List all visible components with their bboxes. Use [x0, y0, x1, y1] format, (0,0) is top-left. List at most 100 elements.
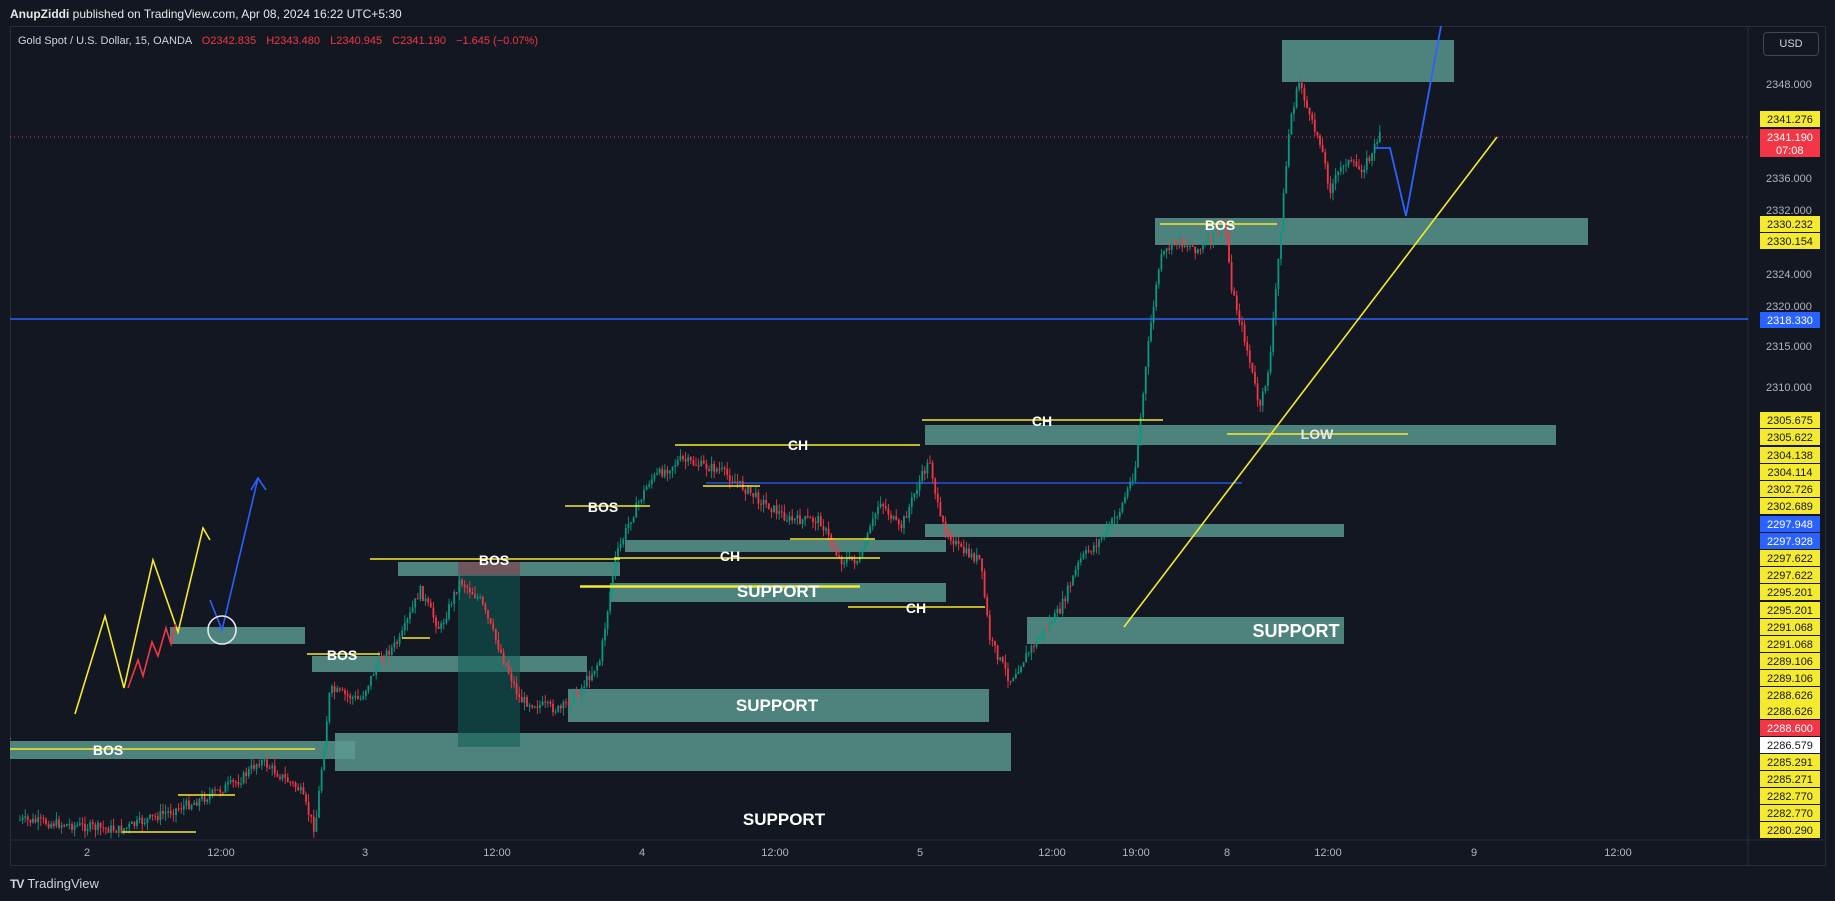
candle-body — [1199, 249, 1202, 251]
candle-body — [229, 779, 232, 783]
candle-body — [604, 628, 606, 641]
candle-body — [1077, 562, 1080, 570]
candle-body — [73, 825, 76, 830]
candle-body — [455, 591, 458, 593]
candle-body — [786, 520, 788, 522]
candle-body — [762, 499, 765, 505]
candle-body — [744, 489, 747, 494]
candle-body — [273, 765, 276, 774]
candle-body — [476, 597, 479, 599]
candle-body — [1321, 144, 1324, 153]
candle-body — [143, 822, 146, 825]
candle-body — [377, 657, 380, 668]
x-tick-label: 4 — [639, 847, 645, 859]
candle-body — [653, 474, 656, 480]
candle-body — [1220, 224, 1223, 235]
candle-body — [487, 610, 489, 619]
candle-body — [908, 506, 911, 518]
price-label-box — [1760, 771, 1820, 787]
candle-body — [320, 769, 323, 791]
candle-body — [1176, 241, 1178, 244]
candle-body — [1196, 249, 1199, 254]
candle-body — [861, 547, 864, 557]
candle-body — [518, 694, 521, 697]
candle-body — [336, 688, 339, 692]
candle-body — [325, 721, 328, 749]
candle-body — [50, 823, 53, 828]
tradingview-logo-icon: TV — [10, 876, 24, 891]
candle-body — [617, 547, 619, 557]
candle-body — [996, 645, 999, 660]
candle-body — [871, 518, 874, 527]
candle-body — [468, 587, 471, 593]
candle-body — [887, 508, 890, 515]
author-name[interactable]: AnupZiddi — [10, 7, 70, 21]
candle-body — [24, 816, 27, 818]
candle-body — [357, 696, 359, 699]
currency-button[interactable]: USD — [1763, 32, 1819, 56]
price-label-text: 2288.626 — [1767, 706, 1813, 718]
candle-body — [1373, 143, 1376, 154]
candle-body — [481, 596, 484, 605]
x-tick-label: 9 — [1471, 847, 1477, 859]
price-label-box — [1760, 516, 1820, 532]
candle-body — [674, 464, 677, 467]
price-label-countdown: 07:08 — [1776, 145, 1804, 157]
candle-body — [1129, 481, 1132, 489]
candle-body — [388, 650, 391, 655]
candle-body — [112, 825, 115, 831]
ohlc-change: −1.645 (−0.07%) — [456, 35, 538, 47]
candle-body — [1020, 666, 1022, 673]
candle-body — [414, 598, 417, 608]
annotation-label: LOW — [1301, 426, 1334, 442]
candle-body — [1064, 598, 1067, 602]
candle-body — [721, 467, 723, 470]
candle-body — [812, 517, 814, 522]
candle-body — [427, 598, 430, 603]
candle-body — [1007, 668, 1009, 681]
candle-body — [1277, 258, 1280, 289]
candle-body — [78, 823, 81, 826]
x-tick-label: 12:00 — [1314, 847, 1342, 859]
candle-body — [1131, 480, 1134, 482]
candle-body — [63, 825, 66, 827]
symbol-name[interactable]: Gold Spot / U.S. Dollar, 15, OANDA — [18, 35, 192, 47]
candle-body — [557, 705, 560, 712]
candle-body — [882, 504, 885, 507]
candle-body — [385, 650, 388, 661]
price-label-box — [1760, 805, 1820, 821]
footer-brand[interactable]: TV TradingView — [10, 876, 99, 891]
candle-body — [648, 484, 651, 487]
candle-body — [216, 789, 219, 791]
candle-body — [656, 472, 658, 475]
candle-body — [1261, 391, 1264, 406]
x-tick-label: 2 — [84, 847, 90, 859]
candle-body — [676, 459, 679, 465]
candle-body — [757, 492, 760, 504]
candle-body — [65, 824, 68, 826]
ohlc-close: C2341.190 — [392, 35, 446, 47]
candle-body — [151, 814, 154, 816]
candle-body — [1173, 239, 1176, 242]
candle-body — [1048, 622, 1051, 630]
candle-body — [120, 825, 123, 833]
candle-body — [835, 549, 838, 556]
candle-body — [1269, 351, 1272, 373]
candle-body — [1355, 161, 1358, 167]
candle-body — [156, 816, 159, 820]
candle-body — [341, 689, 344, 691]
candle-body — [1053, 613, 1056, 623]
annotation-label: CH — [788, 437, 808, 453]
candle-body — [806, 516, 809, 518]
price-label-box — [1760, 720, 1820, 736]
annotation-label: CH — [906, 600, 926, 616]
candle-body — [814, 521, 817, 524]
candle-body — [1342, 166, 1345, 168]
candle-body — [975, 554, 978, 562]
candle-body — [858, 556, 861, 561]
candle-body — [130, 821, 133, 824]
candle-body — [29, 819, 32, 823]
candle-body — [1290, 113, 1293, 135]
price-label-text: 2291.068 — [1767, 639, 1813, 651]
